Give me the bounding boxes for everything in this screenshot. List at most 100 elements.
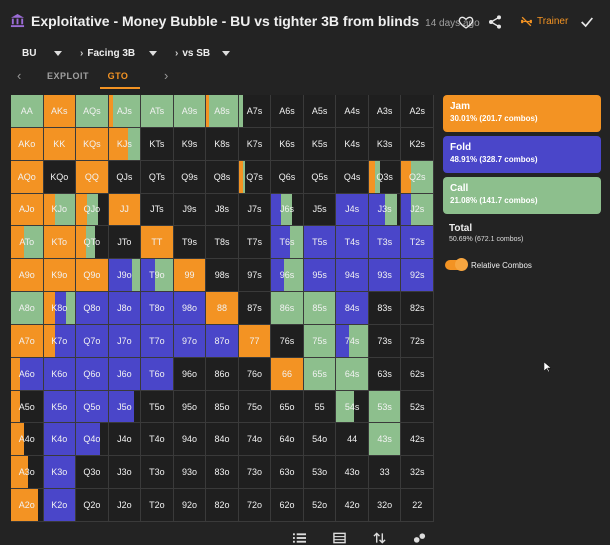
hand-cell-42o[interactable]: 42o	[336, 489, 369, 522]
hand-cell-T6o[interactable]: T6o	[141, 357, 174, 391]
hand-cell-T3s[interactable]: T3s	[368, 226, 402, 260]
hand-cell-J9s[interactable]: J9s	[173, 193, 207, 227]
hand-cell-K3s[interactable]: K3s	[368, 127, 402, 161]
hand-cell-KJo[interactable]: KJo	[43, 193, 77, 227]
hand-cell-K6o[interactable]: K6o	[43, 357, 77, 391]
hand-cell-73o[interactable]: 73o	[238, 456, 272, 490]
hand-cell-Q8s[interactable]: Q8s	[206, 160, 239, 194]
hand-cell-98s[interactable]: 98s	[206, 259, 239, 293]
hand-cell-Q9s[interactable]: Q9s	[173, 160, 207, 194]
hand-cell-76s[interactable]: 76s	[271, 324, 304, 358]
hand-cell-87o[interactable]: 87o	[206, 324, 239, 358]
hand-cell-J8s[interactable]: J8s	[206, 193, 239, 227]
hand-cell-T7s[interactable]: T7s	[238, 226, 272, 260]
hand-cell-QTo[interactable]: QTo	[76, 226, 109, 260]
heart-icon[interactable]	[458, 14, 474, 30]
hand-cell-52o[interactable]: 52o	[303, 489, 337, 522]
hand-cell-JTs[interactable]: JTs	[141, 193, 174, 227]
hand-cell-A4o[interactable]: A4o	[11, 423, 44, 457]
hand-cell-84s[interactable]: 84s	[336, 292, 369, 325]
hand-cell-Q6o[interactable]: Q6o	[76, 357, 109, 391]
hand-cell-J7o[interactable]: J7o	[108, 324, 142, 358]
tab-gto[interactable]: GTO	[107, 71, 129, 81]
hand-cell-53s[interactable]: 53s	[368, 390, 402, 424]
hand-cell-Q8o[interactable]: Q8o	[76, 292, 109, 325]
hand-cell-J8o[interactable]: J8o	[108, 292, 142, 325]
hand-cell-K5o[interactable]: K5o	[43, 390, 77, 424]
hand-cell-AJs[interactable]: AJs	[108, 95, 142, 128]
hand-cell-AKs[interactable]: AKs	[43, 95, 77, 128]
hand-cell-86o[interactable]: 86o	[206, 357, 239, 391]
hand-cell-A8o[interactable]: A8o	[11, 292, 44, 325]
hand-cell-K7o[interactable]: K7o	[43, 324, 77, 358]
hand-cell-98o[interactable]: 98o	[173, 292, 207, 325]
hand-cell-63o[interactable]: 63o	[271, 456, 304, 490]
hand-cell-94o[interactable]: 94o	[173, 423, 207, 457]
hand-cell-92s[interactable]: 92s	[401, 259, 434, 293]
hand-cell-93s[interactable]: 93s	[368, 259, 402, 293]
hand-cell-A2s[interactable]: A2s	[401, 95, 434, 128]
hand-cell-T4o[interactable]: T4o	[141, 423, 174, 457]
hand-cell-A7s[interactable]: A7s	[238, 95, 272, 128]
hand-cell-93o[interactable]: 93o	[173, 456, 207, 490]
hand-cell-K3o[interactable]: K3o	[43, 456, 77, 490]
hand-cell-97s[interactable]: 97s	[238, 259, 272, 293]
hand-cell-43o[interactable]: 43o	[336, 456, 369, 490]
legend-call[interactable]: Call 21.08% (141.7 combos)	[443, 177, 601, 214]
hand-cell-J6o[interactable]: J6o	[108, 357, 142, 391]
breadcrumb-villain[interactable]: › vs SB	[175, 48, 231, 59]
hand-cell-AA[interactable]: AA	[11, 95, 44, 128]
hand-cell-AJo[interactable]: AJo	[11, 193, 44, 227]
hand-cell-74s[interactable]: 74s	[336, 324, 369, 358]
hand-cell-J6s[interactable]: J6s	[271, 193, 304, 227]
hand-cell-Q4o[interactable]: Q4o	[76, 423, 109, 457]
share-icon[interactable]	[487, 14, 503, 30]
hand-cell-A7o[interactable]: A7o	[11, 324, 44, 358]
hand-cell-A3o[interactable]: A3o	[11, 456, 44, 490]
hand-cell-K4o[interactable]: K4o	[43, 423, 77, 457]
hand-cell-T9s[interactable]: T9s	[173, 226, 207, 260]
hand-cell-J9o[interactable]: J9o	[108, 259, 142, 293]
hand-cell-44[interactable]: 44	[336, 423, 369, 457]
hand-cell-J5o[interactable]: J5o	[108, 390, 142, 424]
tab-exploit[interactable]: EXPLOIT	[47, 71, 90, 81]
hand-cell-AKo[interactable]: AKo	[11, 127, 44, 161]
hand-cell-66[interactable]: 66	[271, 357, 304, 391]
hand-cell-A2o[interactable]: A2o	[11, 489, 44, 522]
hand-cell-86s[interactable]: 86s	[271, 292, 304, 325]
hand-cell-J5s[interactable]: J5s	[303, 193, 337, 227]
hand-cell-Q7s[interactable]: Q7s	[238, 160, 272, 194]
hand-cell-T6s[interactable]: T6s	[271, 226, 304, 260]
chevron-right-icon[interactable]: ›	[164, 68, 169, 83]
hand-cell-T8s[interactable]: T8s	[206, 226, 239, 260]
hand-cell-85s[interactable]: 85s	[303, 292, 337, 325]
hand-cell-72o[interactable]: 72o	[238, 489, 272, 522]
hand-cell-JJ[interactable]: JJ	[108, 193, 142, 227]
hand-cell-A8s[interactable]: A8s	[206, 95, 239, 128]
hand-cell-74o[interactable]: 74o	[238, 423, 272, 457]
hand-cell-63s[interactable]: 63s	[368, 357, 402, 391]
hand-cell-A5o[interactable]: A5o	[11, 390, 44, 424]
hand-cell-K5s[interactable]: K5s	[303, 127, 337, 161]
hand-cell-77[interactable]: 77	[238, 324, 272, 358]
hand-cell-72s[interactable]: 72s	[401, 324, 434, 358]
hand-cell-Q5o[interactable]: Q5o	[76, 390, 109, 424]
hand-cell-KQo[interactable]: KQo	[43, 160, 77, 194]
hand-cell-K7s[interactable]: K7s	[238, 127, 272, 161]
hand-cell-Q2s[interactable]: Q2s	[401, 160, 434, 194]
hand-cell-KTo[interactable]: KTo	[43, 226, 77, 260]
chevron-left-icon[interactable]: ‹	[17, 68, 22, 83]
hand-cell-65s[interactable]: 65s	[303, 357, 337, 391]
hand-cell-54o[interactable]: 54o	[303, 423, 337, 457]
hand-cell-73s[interactable]: 73s	[368, 324, 402, 358]
hand-cell-T2o[interactable]: T2o	[141, 489, 174, 522]
hand-cell-92o[interactable]: 92o	[173, 489, 207, 522]
hand-cell-J4o[interactable]: J4o	[108, 423, 142, 457]
hand-cell-A9s[interactable]: A9s	[173, 95, 207, 128]
hand-cell-JTo[interactable]: JTo	[108, 226, 142, 260]
hand-cell-J2o[interactable]: J2o	[108, 489, 142, 522]
hand-cell-76o[interactable]: 76o	[238, 357, 272, 391]
hand-cell-62s[interactable]: 62s	[401, 357, 434, 391]
hand-cell-T4s[interactable]: T4s	[336, 226, 369, 260]
hand-cell-85o[interactable]: 85o	[206, 390, 239, 424]
